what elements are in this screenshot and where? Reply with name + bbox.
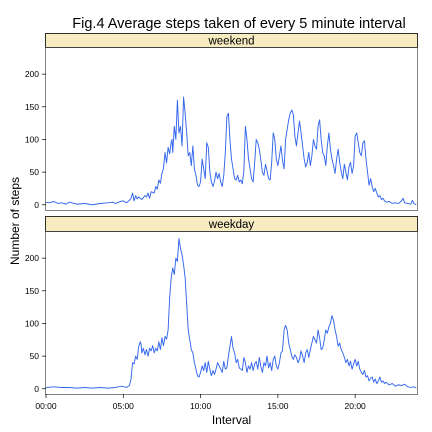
y-tick-label-weekend-100: 100 (25, 134, 39, 144)
series-line-weekend (45, 96, 417, 206)
series-line-weekday (45, 238, 417, 389)
y-tick-label-weekday-50: 50 (30, 351, 40, 361)
strip-label-weekend: weekend (207, 36, 254, 48)
y-axis-weekday: 0 50 100 150 200 (25, 253, 46, 394)
panel-frame-weekend (45, 47, 418, 211)
panel-weekday: weekday 0 50 100 150 200 (25, 216, 418, 395)
x-tick-label-05:00: 05:00 (113, 401, 135, 411)
y-tick-label-weekday-150: 150 (25, 286, 39, 296)
y-tick-label-weekend-150: 150 (25, 102, 39, 112)
y-tick-label-weekend-0: 0 (34, 200, 39, 210)
panel-weekend: weekend 0 50 100 150 200 (25, 33, 418, 211)
y-axis-weekend: 0 50 100 150 200 (25, 69, 46, 210)
x-tick-label-20:00: 20:00 (345, 401, 367, 411)
x-axis-label: Interval (212, 413, 251, 427)
y-axis-label: Number of steps (8, 177, 22, 265)
x-tick-label-15:00: 15:00 (267, 401, 289, 411)
y-tick-label-weekday-200: 200 (25, 253, 39, 263)
y-tick-label-weekend-50: 50 (30, 167, 40, 177)
y-tick-label-weekday-100: 100 (25, 318, 39, 328)
y-tick-label-weekday-0: 0 (34, 384, 39, 394)
strip-label-weekday: weekday (208, 219, 255, 231)
x-axis: 00:00 05:00 10:00 15:00 20:00 (35, 394, 366, 411)
x-tick-label-10:00: 10:00 (190, 401, 212, 411)
panel-frame-weekday (45, 231, 418, 395)
y-tick-label-weekend-200: 200 (25, 69, 39, 79)
chart-title: Fig.4 Average steps taken of every 5 min… (72, 16, 405, 32)
x-tick-label-00:00: 00:00 (35, 401, 57, 411)
